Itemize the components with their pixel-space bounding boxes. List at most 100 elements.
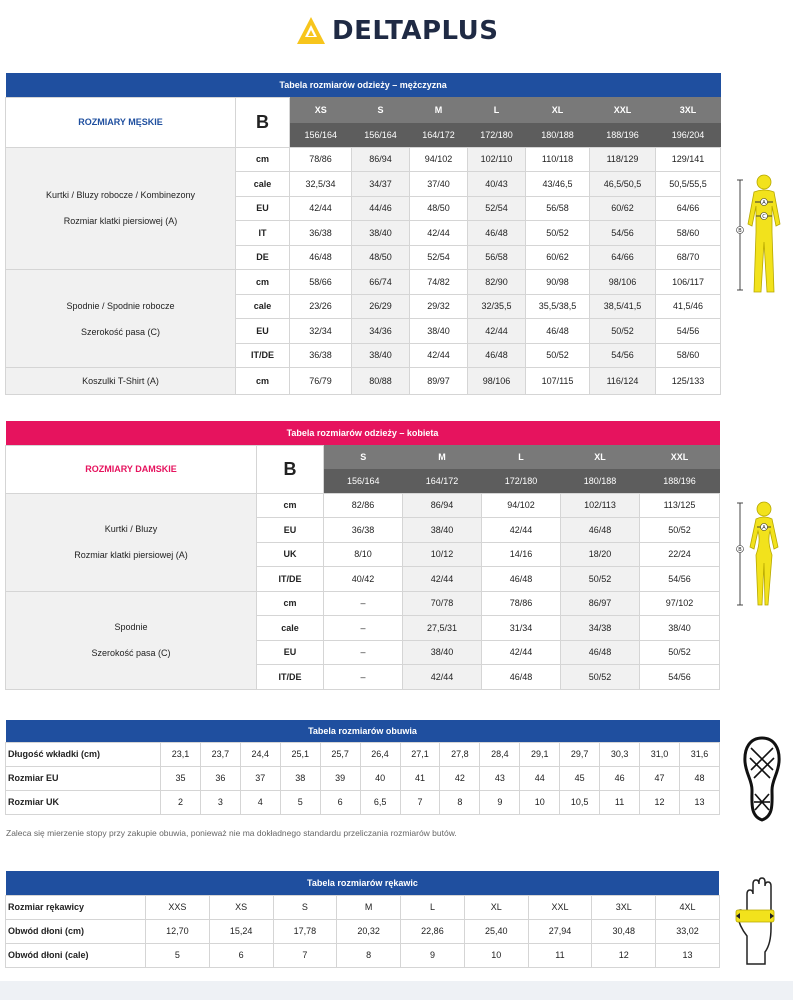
size-value: 86/97 — [560, 590, 640, 616]
size-value: 56/58 — [467, 244, 526, 270]
size-value: 41,5/46 — [654, 293, 722, 319]
size-value: 42/44 — [467, 318, 526, 344]
men-height-header: 156/164 — [351, 123, 410, 147]
size-value: 78/86 — [289, 146, 352, 172]
shoe-value: 47 — [639, 765, 680, 791]
shoe-value: 45 — [559, 765, 601, 791]
size-value: 60/62 — [525, 244, 590, 270]
shoe-value: 25,1 — [279, 741, 321, 767]
size-value: 110/118 — [525, 146, 590, 172]
women-trousers-label: Spodnie Szerokość pasa (C) — [5, 590, 257, 690]
size-value: 38/40 — [351, 342, 410, 368]
size-value: 106/117 — [654, 269, 722, 295]
shoe-value: 27,1 — [399, 741, 441, 767]
deltaplus-logo: DELTAPLUS — [296, 14, 498, 48]
shoe-size-table: Tabela rozmiarów obuwia Długość wkładki … — [5, 720, 721, 815]
unit-label: EU — [256, 639, 324, 665]
women-trousers-row: Spodnie Szerokość pasa (C) cm –70/78 78/86 86… — [5, 590, 721, 690]
men-tshirt-group: Koszulki T-Shirt (A) cm 76/79 80/88 89/97 98/… — [5, 367, 722, 395]
size-value: 42/44 — [481, 639, 561, 665]
glove-value: 7 — [272, 942, 338, 968]
men-size-table: Tabela rozmiarów odzieży – mężczyzna ROZ… — [5, 73, 722, 395]
size-value: 42/44 — [402, 664, 482, 690]
size-value: 54/56 — [589, 220, 656, 246]
shoe-value: 7 — [399, 789, 441, 815]
size-value: 31/34 — [481, 615, 561, 641]
shoe-value: 40 — [359, 765, 401, 791]
brand-name: DELTAPLUS — [332, 16, 499, 46]
shoe-row-label: Rozmiar UK — [5, 789, 161, 815]
size-value: 32/35,5 — [467, 293, 526, 319]
men-trousers-row: IT/DE 36/38 38/40 42/44 46/48 50/52 54/56 58/60 — [6, 342, 722, 368]
size-value: 46/48 — [481, 664, 561, 690]
size-value: 48/50 — [409, 195, 468, 221]
size-value: 82/86 — [323, 492, 403, 518]
glove-value: XS — [208, 894, 274, 920]
women-jackets-row: EU 36/38 38/40 42/44 46/48 50/52 — [6, 517, 721, 543]
size-value: 14/16 — [481, 541, 561, 567]
hand-glove-icon — [735, 877, 775, 965]
deltaplus-logo-icon — [297, 17, 325, 44]
men-tshirt-name: Koszulki T-Shirt (A) — [82, 376, 159, 386]
glove-value: 9 — [400, 942, 465, 968]
size-value: 46/48 — [467, 342, 526, 368]
size-value: 34/36 — [351, 318, 410, 344]
unit-label: IT/DE — [256, 566, 324, 592]
women-jackets-row: Kurtki / Bluzy Rozmiar klatki piersiowej … — [5, 492, 721, 592]
size-value: 64/66 — [654, 195, 722, 221]
shoe-value: 10,5 — [559, 789, 601, 815]
size-value: 113/125 — [638, 492, 721, 518]
size-value: 58/60 — [654, 220, 722, 246]
shoe-value: 31,6 — [678, 741, 721, 767]
shoe-value: 23,1 — [160, 741, 201, 767]
size-value: 38/40 — [409, 318, 468, 344]
glove-row-label: Obwód dłoni (cale) — [5, 942, 146, 968]
size-value: 50/52 — [525, 342, 590, 368]
size-value: 98/106 — [589, 269, 656, 295]
size-value: 50/52 — [589, 318, 656, 344]
size-value: 54/56 — [638, 664, 721, 690]
size-value: 42/44 — [402, 566, 482, 592]
size-value: 38/40 — [402, 639, 482, 665]
size-value: 23/26 — [289, 293, 352, 319]
women-trousers-row: cale –27,5/31 31/34 34/38 38/40 — [6, 615, 721, 641]
women-trousers-row: EU –38/40 42/44 46/48 50/52 — [6, 639, 721, 665]
shoe-value: 5 — [279, 789, 321, 815]
size-value: 46/48 — [525, 318, 590, 344]
glove-value: 33,02 — [655, 918, 720, 944]
size-value: 125/133 — [654, 367, 722, 395]
glove-value: 13 — [655, 942, 720, 968]
glove-value: 5 — [145, 942, 210, 968]
men-table-title: Tabela rozmiarów odzieży – mężczyzna — [5, 73, 721, 97]
men-height-header: 164/172 — [409, 123, 468, 147]
shoe-note: Zaleca się mierzenie stopy przy zakupie … — [6, 828, 457, 838]
men-jackets-row: IT 36/38 38/40 42/44 46/48 50/52 54/56 58/60 — [6, 220, 722, 246]
glove-value: 27,94 — [527, 918, 593, 944]
size-value: 107/115 — [525, 367, 590, 395]
glove-value: 22,86 — [400, 918, 465, 944]
size-value: 32/34 — [289, 318, 352, 344]
shoe-value: 9 — [479, 789, 521, 815]
shoe-value: 13 — [678, 789, 721, 815]
unit-label: UK — [256, 541, 324, 567]
men-height-header: 156/164 — [289, 123, 352, 147]
unit-label: cale — [256, 615, 324, 641]
shoe-value: 29,1 — [519, 741, 561, 767]
glove-value: 6 — [208, 942, 274, 968]
unit-label: cale — [235, 171, 290, 197]
size-value: 60/62 — [589, 195, 656, 221]
women-jackets-label: Kurtki / Bluzy Rozmiar klatki piersiowej … — [5, 492, 257, 592]
shoe-value: 8 — [439, 789, 481, 815]
women-jackets-name: Kurtki / Bluzy — [104, 524, 158, 534]
unit-label: EU — [235, 318, 290, 344]
size-value: 36/38 — [289, 220, 352, 246]
glove-value: 11 — [527, 942, 593, 968]
men-trousers-row: EU 32/34 34/36 38/40 42/44 46/48 50/52 54/56 — [6, 318, 722, 344]
men-jackets-name: Kurtki / Bluzy robocze / Kombinezony — [45, 190, 196, 201]
size-value: 36/38 — [323, 517, 403, 543]
svg-text:B: B — [738, 547, 742, 553]
shoe-value: 28,4 — [479, 741, 521, 767]
size-value: – — [323, 639, 403, 665]
men-size-header: L — [467, 97, 526, 123]
size-value: 10/12 — [402, 541, 482, 567]
